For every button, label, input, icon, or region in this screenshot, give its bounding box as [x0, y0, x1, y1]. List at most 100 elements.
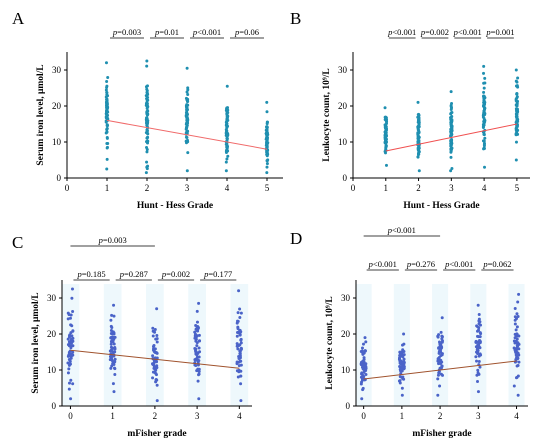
data-point — [151, 376, 155, 380]
data-point — [146, 135, 150, 139]
x-axis-title: Hunt - Hess Grade — [137, 201, 213, 211]
data-point — [516, 356, 520, 360]
data-point — [482, 146, 486, 150]
y-tick-label: 10 — [338, 137, 348, 147]
data-point — [66, 354, 70, 358]
x-tick-label: 1 — [384, 183, 389, 193]
data-point — [111, 351, 115, 355]
data-point — [144, 103, 148, 107]
data-point — [105, 157, 109, 161]
data-point — [513, 348, 517, 352]
data-point — [417, 169, 421, 173]
data-point — [516, 314, 520, 318]
data-point — [402, 377, 406, 381]
data-point — [236, 319, 240, 323]
data-point — [479, 353, 483, 357]
data-point — [105, 126, 109, 130]
p-value-label: p<0.001 — [453, 27, 482, 37]
data-point — [105, 124, 109, 128]
data-point — [186, 151, 190, 155]
data-point — [69, 397, 73, 401]
data-point — [155, 337, 159, 341]
data-point — [105, 85, 109, 89]
data-point — [155, 399, 159, 403]
data-point — [482, 94, 486, 98]
data-point — [449, 144, 453, 148]
data-point — [384, 129, 388, 133]
data-point — [514, 339, 518, 343]
data-point — [440, 345, 444, 349]
data-point — [512, 384, 516, 388]
data-point — [383, 115, 387, 119]
y-axis-title: Serum iron level, μmol/L — [36, 64, 46, 165]
x-tick-label: 0 — [361, 411, 366, 421]
data-point — [185, 114, 189, 118]
data-point — [155, 383, 159, 387]
data-point — [113, 372, 117, 376]
data-point — [238, 307, 242, 311]
data-point — [449, 90, 453, 94]
data-point — [477, 319, 481, 323]
data-point — [360, 397, 364, 401]
data-point — [383, 106, 387, 110]
x-axis-title: mFisher grade — [412, 429, 471, 439]
data-point — [384, 163, 388, 167]
data-point — [437, 333, 441, 337]
data-point — [449, 122, 453, 126]
data-point — [514, 68, 518, 72]
data-point — [417, 152, 421, 156]
data-point — [145, 140, 149, 144]
data-point — [359, 382, 363, 386]
data-point — [238, 315, 242, 319]
data-point — [478, 335, 482, 339]
data-point — [483, 136, 487, 140]
x-tick-label: 1 — [400, 411, 405, 421]
data-point — [515, 112, 519, 116]
data-point — [437, 371, 441, 375]
data-point — [237, 360, 241, 364]
x-tick-label: 4 — [482, 183, 487, 193]
data-point — [151, 334, 155, 338]
data-point — [449, 138, 453, 142]
panel-letter: C — [12, 233, 23, 252]
data-point — [225, 84, 229, 88]
data-point — [476, 351, 480, 355]
data-point — [69, 356, 73, 360]
data-point — [109, 342, 113, 346]
data-point — [153, 330, 157, 334]
data-point — [477, 359, 481, 363]
data-point — [440, 364, 444, 368]
p-value-label: p=0.287 — [119, 269, 148, 279]
data-point — [436, 373, 440, 377]
data-point — [155, 364, 159, 368]
data-point — [384, 137, 388, 141]
data-point — [438, 349, 442, 353]
data-point — [474, 340, 478, 344]
y-tick-label: 0 — [346, 401, 351, 411]
data-point — [479, 323, 483, 327]
data-point — [144, 119, 148, 123]
data-point — [478, 365, 482, 369]
data-point — [186, 92, 190, 96]
data-point — [70, 296, 74, 300]
data-point — [105, 115, 109, 119]
data-point — [238, 350, 242, 354]
data-point — [236, 375, 240, 379]
data-point — [237, 370, 241, 374]
data-point — [438, 342, 442, 346]
data-point — [105, 80, 109, 84]
x-tick-label: 0 — [351, 183, 356, 193]
data-point — [515, 109, 519, 113]
data-point — [68, 316, 72, 320]
x-tick-label: 5 — [265, 183, 270, 193]
data-point — [384, 146, 388, 150]
data-point — [66, 317, 70, 321]
data-point — [482, 81, 486, 85]
data-point — [478, 339, 482, 343]
data-point — [197, 339, 201, 343]
data-point — [151, 326, 155, 330]
data-point — [449, 105, 453, 109]
data-point — [476, 303, 480, 307]
data-point — [482, 90, 486, 94]
